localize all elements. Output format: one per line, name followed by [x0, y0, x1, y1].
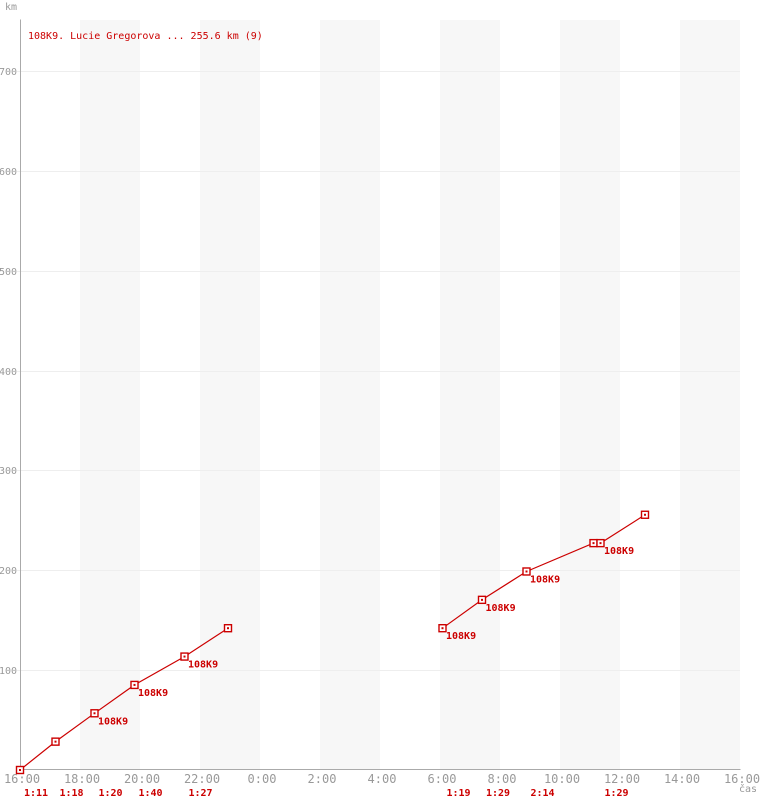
leg-time-label: 1:18 — [59, 788, 83, 799]
x-tick-label: 16:00 — [724, 772, 760, 786]
data-point-center-dot — [226, 627, 229, 630]
leg-time-label: 2:14 — [530, 788, 554, 799]
x-tick-label: 10:00 — [544, 772, 580, 786]
y-tick-label: 400 — [0, 367, 17, 378]
data-point-label: 108K9 — [138, 688, 168, 699]
series-line-segment — [442, 514, 646, 629]
y-axis-unit-label: km — [5, 2, 18, 13]
leg-time-label: 1:20 — [98, 788, 122, 799]
plot-band — [680, 20, 740, 769]
data-point-center-dot — [93, 712, 96, 715]
plot-band — [200, 20, 260, 769]
data-point-center-dot — [54, 740, 57, 743]
x-tick-label: 20:00 — [124, 772, 160, 786]
data-point-label: 108K9 — [530, 574, 560, 585]
y-tick-label: 200 — [0, 566, 17, 577]
plot-band — [320, 20, 380, 769]
leg-time-label: 1:27 — [188, 788, 212, 799]
data-point-center-dot — [592, 542, 595, 545]
y-tick-label: 300 — [0, 466, 17, 477]
chart-title: 108K9. Lucie Gregorova ... 255.6 km (9) — [28, 31, 263, 42]
plot-band — [80, 20, 140, 769]
leg-time-label: 1:29 — [605, 788, 629, 799]
y-tick-label: 500 — [0, 267, 17, 278]
data-point-label: 108K9 — [188, 660, 218, 671]
x-tick-label: 6:00 — [428, 772, 457, 786]
x-tick-label: 2:00 — [308, 772, 337, 786]
plot-band — [440, 20, 500, 769]
series-line-segment — [19, 627, 229, 771]
leg-time-label: 1:40 — [139, 788, 163, 799]
plot-band — [560, 20, 620, 769]
leg-time-label: 1:11 — [24, 788, 48, 799]
data-point-label: 108K9 — [604, 546, 634, 557]
x-tick-label: 8:00 — [488, 772, 517, 786]
y-tick-label: 600 — [0, 167, 17, 178]
x-axis-unit-label: čas — [738, 784, 757, 795]
y-tick-label: 100 — [0, 666, 17, 677]
x-tick-label: 16:00 — [4, 772, 40, 786]
data-point-label: 108K9 — [486, 603, 516, 614]
leg-time-label: 1:29 — [486, 788, 510, 799]
data-point-center-dot — [133, 683, 136, 686]
x-tick-label: 22:00 — [184, 772, 220, 786]
data-point-label: 108K9 — [98, 716, 128, 727]
x-tick-label: 4:00 — [368, 772, 397, 786]
data-point-label: 108K9 — [446, 631, 476, 642]
data-point-center-dot — [183, 655, 186, 658]
data-point-center-dot — [525, 570, 528, 573]
data-point-center-dot — [481, 598, 483, 601]
data-point-center-dot — [441, 627, 444, 630]
x-tick-label: 14:00 — [664, 772, 700, 786]
data-point-center-dot — [19, 769, 21, 771]
x-tick-label: 0:00 — [248, 772, 277, 786]
x-tick-label: 18:00 — [64, 772, 100, 786]
leg-time-label: 1:19 — [446, 788, 470, 799]
data-point-center-dot — [599, 542, 602, 545]
y-tick-label: 700 — [0, 67, 17, 78]
data-point-center-dot — [643, 513, 646, 516]
x-tick-label: 12:00 — [604, 772, 640, 786]
